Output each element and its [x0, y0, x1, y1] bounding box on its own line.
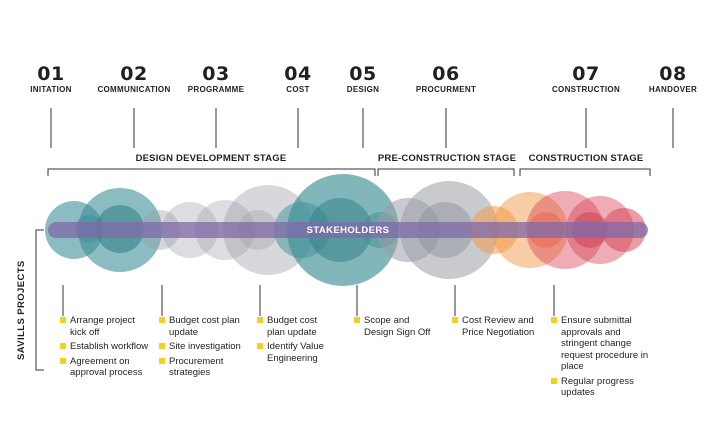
phase-brackets	[47, 168, 651, 176]
task-item: Arrange project kick off	[60, 315, 152, 338]
savills-projects-label: SAVILLS PROJECTS	[16, 260, 27, 360]
bullet-icon	[159, 343, 165, 349]
task-group-cost: Budget cost plan update Identify Value E…	[257, 315, 335, 367]
task-text: Regular progress updates	[561, 375, 634, 399]
bullet-icon	[354, 317, 360, 323]
phase-design-development: DESIGN DEVELOPMENT STAGE	[135, 153, 287, 164]
task-text: Identify Value Engineering	[267, 341, 324, 364]
stage-label: CONSTRUCTION	[551, 85, 621, 94]
task-text: Arrange project kick off	[70, 315, 135, 338]
bullet-icon	[257, 343, 263, 349]
task-group-design: Scope and Design Sign Off	[354, 315, 438, 341]
task-item: Budget cost plan update	[159, 315, 253, 338]
stage-label: PROGRAMME	[187, 85, 245, 94]
task-item: Budget cost plan update	[257, 315, 335, 338]
stage-02: 02 COMMUNICATION	[97, 64, 170, 95]
task-text: Agreement on approval process	[70, 355, 143, 379]
stage-04: 04 COST	[284, 64, 311, 95]
task-group-initiation: Arrange project kick off Establish workf…	[60, 315, 152, 382]
stakeholders-label: STAKEHOLDERS	[306, 225, 390, 236]
stage-03: 03 PROGRAMME	[188, 64, 244, 95]
task-item: Ensure submittal approvals and stringent…	[551, 315, 651, 373]
stage-number: 02	[120, 63, 148, 85]
task-text: Procurement strategies	[169, 355, 224, 379]
stage-number: 01	[37, 63, 65, 85]
stage-number: 04	[284, 63, 312, 85]
task-text: Budget cost plan update	[169, 315, 240, 338]
stage-number: 06	[432, 63, 460, 85]
bullet-icon	[452, 317, 458, 323]
stakeholder-bar	[48, 222, 648, 238]
bullet-icon	[159, 357, 165, 364]
task-item: Regular progress updates	[551, 376, 651, 399]
stage-08: 08 HANDOVER	[649, 64, 697, 95]
task-item: Cost Review and Price Negotiation	[452, 315, 536, 338]
stage-number: 05	[349, 63, 377, 85]
bullet-icon	[159, 317, 165, 323]
task-item: Establish workflow	[60, 341, 152, 353]
stage-07: 07 CONSTRUCTION	[552, 64, 620, 95]
task-text: Establish workflow	[70, 341, 149, 352]
task-group-construction: Ensure submittal approvals and stringent…	[551, 315, 651, 402]
bullet-icon	[257, 317, 263, 323]
task-text: Cost Review and Price Negotiation	[462, 315, 535, 338]
bullet-icon	[60, 343, 66, 349]
task-connectors	[62, 285, 555, 316]
phase-construction: CONSTRUCTION STAGE	[528, 153, 644, 164]
bullet-icon	[551, 317, 557, 323]
task-text: Scope and Design Sign Off	[364, 315, 431, 338]
task-item: Agreement on approval process	[60, 356, 152, 379]
stage-01: 01 INITATION	[30, 64, 72, 95]
task-item: Scope and Design Sign Off	[354, 315, 438, 338]
stage-label: PROCURMENT	[415, 85, 477, 94]
task-text: Budget cost plan update	[267, 315, 318, 338]
stage-06: 06 PROCURMENT	[416, 64, 476, 95]
bullet-icon	[60, 357, 66, 364]
phase-pre-construction: PRE-CONSTRUCTION STAGE	[377, 153, 517, 164]
bullet-icon	[551, 377, 557, 384]
stage-label: COST	[286, 85, 310, 94]
stage-05: 05 DESIGN	[347, 64, 379, 95]
task-text: Ensure submittal approvals and stringent…	[561, 315, 649, 372]
task-group-programme: Budget cost plan update Site investigati…	[159, 315, 253, 382]
stage-ticks	[50, 108, 674, 148]
stage-label: COMMUNICATION	[97, 85, 171, 94]
task-item: Procurement strategies	[159, 356, 253, 379]
task-item: Site investigation	[159, 341, 253, 353]
task-item: Identify Value Engineering	[257, 341, 335, 364]
task-group-procurement: Cost Review and Price Negotiation	[452, 315, 536, 341]
stage-label: DESIGN	[346, 85, 380, 94]
stage-number: 08	[659, 63, 687, 85]
stage-number: 07	[572, 63, 600, 85]
stage-label: INITATION	[30, 85, 72, 94]
task-text: Site investigation	[169, 341, 241, 352]
side-bracket	[35, 229, 44, 371]
bullet-icon	[60, 317, 66, 323]
stage-label: HANDOVER	[648, 85, 698, 94]
stage-number: 03	[202, 63, 230, 85]
